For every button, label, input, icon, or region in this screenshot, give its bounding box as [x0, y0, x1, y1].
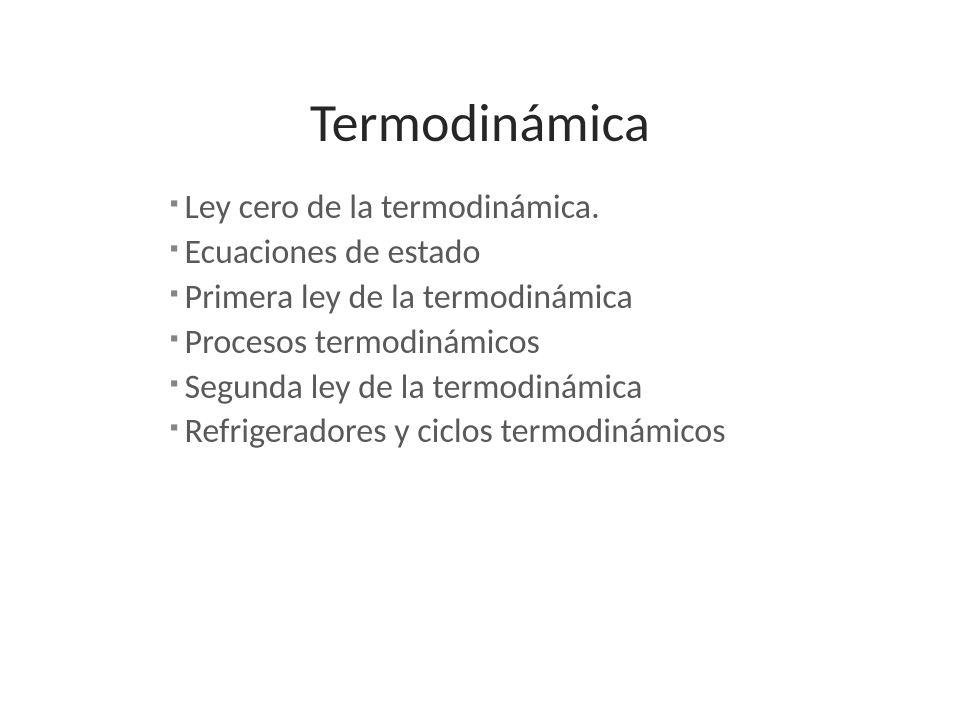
- list-item: ▪ Refrigeradores y ciclos termodinámicos: [170, 410, 840, 455]
- list-item: ▪ Primera ley de la termodinámica: [170, 276, 840, 321]
- list-item-text: Procesos termodinámicos: [185, 321, 841, 366]
- list-item: ▪ Segunda ley de la termodinámica: [170, 366, 840, 411]
- list-item-text: Primera ley de la termodinámica: [185, 276, 841, 321]
- bullet-list: ▪ Ley cero de la termodinámica. ▪ Ecuaci…: [0, 186, 960, 455]
- square-bullet-icon: ▪: [170, 368, 179, 400]
- square-bullet-icon: ▪: [170, 278, 179, 310]
- slide-title: Termodinámica: [0, 0, 960, 186]
- list-item-text: Ecuaciones de estado: [185, 231, 841, 276]
- square-bullet-icon: ▪: [170, 412, 179, 444]
- list-item-text: Ley cero de la termodinámica.: [185, 186, 841, 231]
- list-item-text: Refrigeradores y ciclos termodinámicos: [185, 410, 841, 455]
- square-bullet-icon: ▪: [170, 233, 179, 265]
- square-bullet-icon: ▪: [170, 323, 179, 355]
- slide: Termodinámica ▪ Ley cero de la termodiná…: [0, 0, 960, 720]
- list-item: ▪ Ley cero de la termodinámica.: [170, 186, 840, 231]
- list-item: ▪ Procesos termodinámicos: [170, 321, 840, 366]
- list-item: ▪ Ecuaciones de estado: [170, 231, 840, 276]
- square-bullet-icon: ▪: [170, 188, 179, 220]
- list-item-text: Segunda ley de la termodinámica: [185, 366, 841, 411]
